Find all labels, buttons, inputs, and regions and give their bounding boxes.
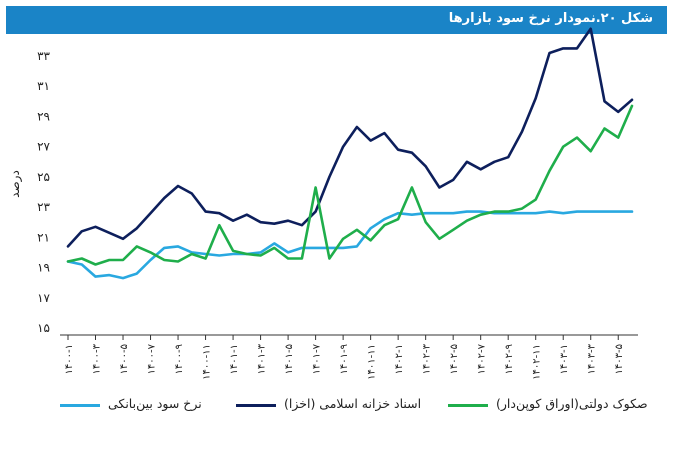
y-tick-label: ۲۱ <box>37 230 50 244</box>
legend-swatch-sukuk <box>448 404 488 407</box>
y-tick-label: ۳۱ <box>37 79 50 93</box>
series-line-bank <box>66 210 634 280</box>
x-tick-label: ۱۴۰۳-۳ <box>587 343 598 374</box>
legend-swatch-akhza <box>236 404 276 407</box>
chart-header: شکل ۲۰.نمودار نرخ سود بازارها <box>6 6 667 34</box>
x-tick-label: ۱۴۰۲-۵ <box>449 344 460 374</box>
y-tick-label: ۱۵ <box>37 321 50 335</box>
x-tick-label: ۱۴۰۳-۱ <box>559 344 570 374</box>
legend-label-akhza: اسناد خزانه اسلامی (اخزا) <box>284 396 422 411</box>
x-tick-label: ۱۴۰۲-۳ <box>422 343 433 374</box>
x-tick-label: ۱۴۰۲-۹ <box>504 344 515 374</box>
y-tick-label: ۲۳ <box>37 200 50 214</box>
legend-item-akhza: اسناد خزانه اسلامی (اخزا) <box>236 393 436 417</box>
y-tick-label: ۳۳ <box>37 49 50 63</box>
y-axis-label: درصد <box>8 170 23 198</box>
y-axis-ticks: ۱۵ ۱۷ ۱۹ ۲۱ ۲۳ ۲۵ ۲۷ ۲۹ ۳۱ ۳۳ <box>37 49 50 335</box>
y-tick-label: ۲۷ <box>37 140 50 154</box>
x-tick-label: ۱۴۰۲-۷ <box>477 343 488 374</box>
x-tick-label: ۱۴۰۰-۵ <box>119 344 130 374</box>
legend-swatch-bank <box>60 404 100 407</box>
x-tick-label: ۱۴۰۰-۹ <box>174 344 185 374</box>
legend-label-bank: نرخ سود بین‌بانکی <box>108 396 202 411</box>
x-tick-label: ۱۴۰۲-۱ <box>394 344 405 374</box>
y-tick-label: ۲۹ <box>37 109 50 123</box>
x-axis-ticks: ۱۴۰۰-۱ ۱۴۰۰-۳ ۱۴۰۰-۵ ۱۴۰۰-۷ ۱۴۰۰-۹ ۱۴۰۰-۱۱ ۱۴۰… <box>64 335 625 380</box>
legend: نرخ سود بین‌بانکی اسناد خزانه اسلامی (اخ… <box>0 393 673 423</box>
y-tick-label: ۲۵ <box>37 170 50 184</box>
legend-item-sukuk: صکوک دولتی(اوراق کوپن‌دار) <box>448 393 648 417</box>
series-lines <box>66 27 634 280</box>
legend-label-sukuk: صکوک دولتی(اوراق کوپن‌دار) <box>496 396 648 411</box>
x-tick-label: ۱۴۰۱-۳ <box>257 343 268 374</box>
x-tick-label: ۱۴۰۱-۵ <box>284 344 295 374</box>
x-tick-label: ۱۴۰۰-۱۱ <box>202 344 213 380</box>
y-tick-label: ۱۹ <box>37 261 50 275</box>
x-tick-label: ۱۴۰۰-۳ <box>92 343 103 374</box>
series-line-sukuk <box>66 104 634 266</box>
x-tick-label: ۱۴۰۱-۱۱ <box>367 344 378 380</box>
chart-title: شکل ۲۰.نمودار نرخ سود بازارها <box>448 11 653 26</box>
legend-item-bank: نرخ سود بین‌بانکی <box>60 393 250 417</box>
x-tick-label: ۱۴۰۱-۷ <box>312 343 323 374</box>
x-tick-label: ۱۴۰۲-۱۱ <box>532 344 543 380</box>
x-tick-label: ۱۴۰۰-۷ <box>147 343 158 374</box>
x-tick-label: ۱۴۰۰-۱ <box>64 344 75 374</box>
x-tick-label: ۱۴۰۱-۹ <box>339 344 350 374</box>
x-tick-label: ۱۴۰۳-۵ <box>614 344 625 374</box>
series-line-akhza <box>66 27 634 248</box>
x-tick-label: ۱۴۰۱-۱ <box>229 344 240 374</box>
y-tick-label: ۱۷ <box>37 291 50 305</box>
